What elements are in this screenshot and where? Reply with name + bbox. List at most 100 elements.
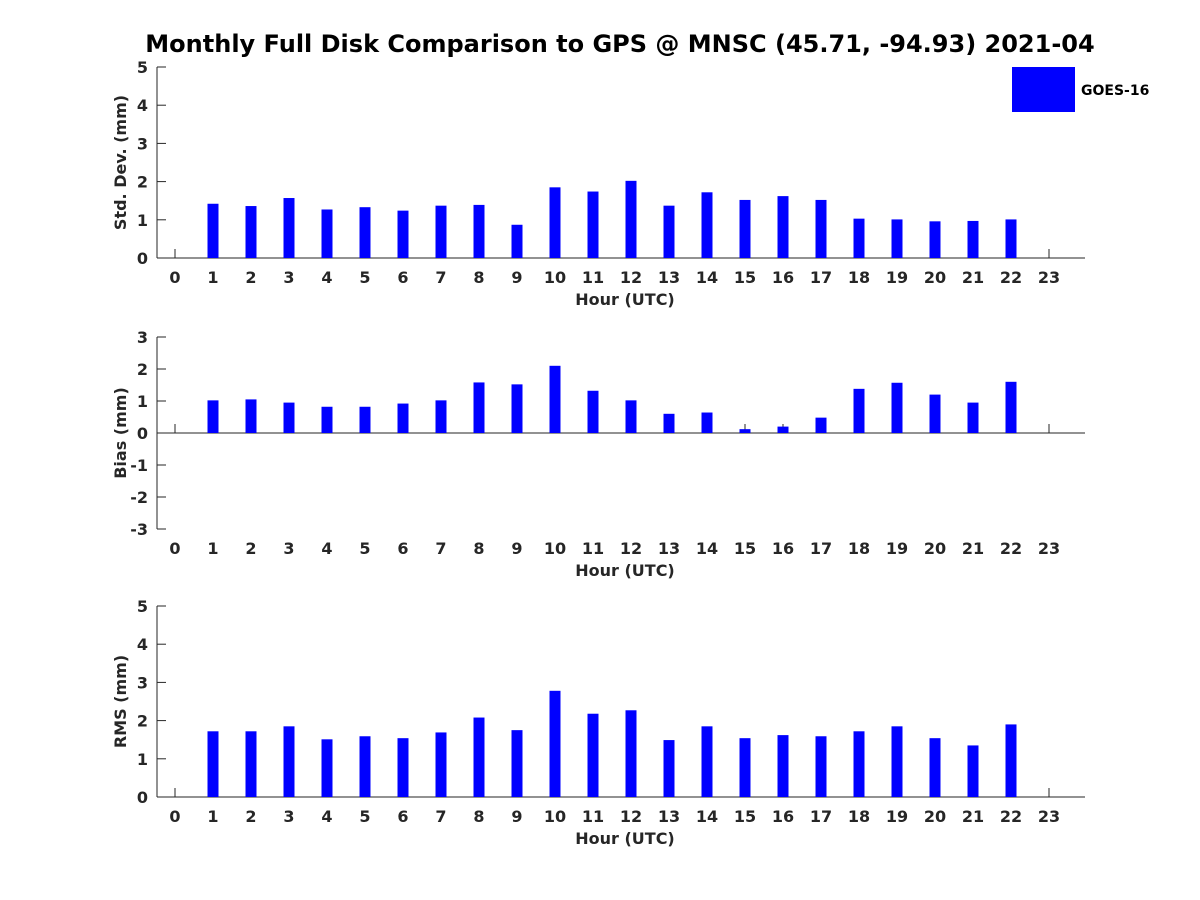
x-axis-label: Hour (UTC) xyxy=(575,561,675,580)
x-tick-label: 0 xyxy=(169,539,180,558)
y-tick-label: 5 xyxy=(137,597,148,616)
bar xyxy=(511,730,523,797)
x-tick-label: 9 xyxy=(511,268,522,287)
bar xyxy=(853,218,865,258)
bar xyxy=(891,726,903,797)
y-axis-label: Bias (mm) xyxy=(111,387,130,479)
bar xyxy=(321,406,333,433)
x-tick-label: 4 xyxy=(321,539,332,558)
x-tick-label: 7 xyxy=(435,268,446,287)
x-tick-label: 1 xyxy=(207,268,218,287)
x-tick-label: 10 xyxy=(544,268,566,287)
bar xyxy=(207,203,219,258)
x-tick-label: 16 xyxy=(772,807,794,826)
bar xyxy=(815,199,827,258)
x-tick-label: 7 xyxy=(435,539,446,558)
x-tick-label: 5 xyxy=(359,807,370,826)
bar xyxy=(663,413,675,433)
x-tick-label: 18 xyxy=(848,268,870,287)
bar xyxy=(891,382,903,433)
y-tick-label: 2 xyxy=(137,360,148,379)
bar xyxy=(1005,724,1017,797)
bar xyxy=(739,738,751,797)
x-tick-label: 0 xyxy=(169,807,180,826)
bar xyxy=(625,180,637,258)
y-tick-label: -3 xyxy=(130,520,148,539)
x-tick-label: 14 xyxy=(696,539,718,558)
x-tick-label: 23 xyxy=(1038,807,1060,826)
x-tick-label: 22 xyxy=(1000,539,1022,558)
legend: GOES-16 xyxy=(1012,67,1149,112)
x-tick-label: 7 xyxy=(435,807,446,826)
y-tick-label: 4 xyxy=(137,635,148,654)
bar xyxy=(321,209,333,258)
x-tick-label: 6 xyxy=(397,807,408,826)
y-tick-label: 1 xyxy=(137,392,148,411)
x-tick-label: 8 xyxy=(473,268,484,287)
bar xyxy=(359,736,371,797)
y-tick-label: 3 xyxy=(137,134,148,153)
y-axis-label: Std. Dev. (mm) xyxy=(111,95,130,230)
bar xyxy=(473,717,485,797)
bar xyxy=(663,740,675,797)
bar xyxy=(397,210,409,258)
bar xyxy=(511,384,523,433)
bar xyxy=(435,732,447,797)
x-tick-label: 16 xyxy=(772,268,794,287)
bar xyxy=(701,726,713,797)
bar xyxy=(245,399,257,433)
x-tick-label: 9 xyxy=(511,807,522,826)
bar xyxy=(587,390,599,433)
x-tick-label: 2 xyxy=(245,807,256,826)
x-tick-label: 4 xyxy=(321,807,332,826)
bar xyxy=(473,204,485,258)
x-tick-label: 17 xyxy=(810,268,832,287)
y-tick-label: 2 xyxy=(137,173,148,192)
y-tick-label: 0 xyxy=(137,424,148,443)
bar xyxy=(891,219,903,258)
x-tick-label: 5 xyxy=(359,268,370,287)
y-axis-label: RMS (mm) xyxy=(111,655,130,748)
x-tick-label: 8 xyxy=(473,539,484,558)
x-tick-label: 3 xyxy=(283,268,294,287)
x-tick-label: 5 xyxy=(359,539,370,558)
x-tick-label: 15 xyxy=(734,268,756,287)
bar xyxy=(701,192,713,258)
x-tick-label: 12 xyxy=(620,268,642,287)
x-tick-label: 10 xyxy=(544,807,566,826)
bar xyxy=(701,412,713,433)
bar xyxy=(549,365,561,433)
bar xyxy=(777,196,789,258)
x-tick-label: 20 xyxy=(924,807,946,826)
x-tick-label: 2 xyxy=(245,268,256,287)
x-tick-label: 3 xyxy=(283,539,294,558)
y-tick-label: 5 xyxy=(137,58,148,77)
bar xyxy=(587,713,599,797)
x-tick-label: 9 xyxy=(511,539,522,558)
bar xyxy=(929,738,941,797)
x-tick-label: 17 xyxy=(810,807,832,826)
y-tick-label: 1 xyxy=(137,211,148,230)
x-tick-label: 13 xyxy=(658,807,680,826)
x-tick-label: 1 xyxy=(207,539,218,558)
x-tick-label: 20 xyxy=(924,539,946,558)
x-tick-label: 23 xyxy=(1038,268,1060,287)
x-tick-label: 19 xyxy=(886,268,908,287)
y-tick-label: -1 xyxy=(130,456,148,475)
bar xyxy=(1005,381,1017,433)
y-tick-label: 2 xyxy=(137,712,148,731)
x-tick-label: 19 xyxy=(886,539,908,558)
bar xyxy=(587,191,599,258)
bar xyxy=(967,745,979,797)
y-tick-label: -2 xyxy=(130,488,148,507)
bar xyxy=(283,198,295,258)
x-tick-label: 12 xyxy=(620,539,642,558)
x-axis-label: Hour (UTC) xyxy=(575,290,675,309)
bar xyxy=(359,406,371,433)
bar xyxy=(1005,219,1017,258)
x-tick-label: 11 xyxy=(582,539,604,558)
x-tick-label: 21 xyxy=(962,807,984,826)
x-tick-label: 1 xyxy=(207,807,218,826)
